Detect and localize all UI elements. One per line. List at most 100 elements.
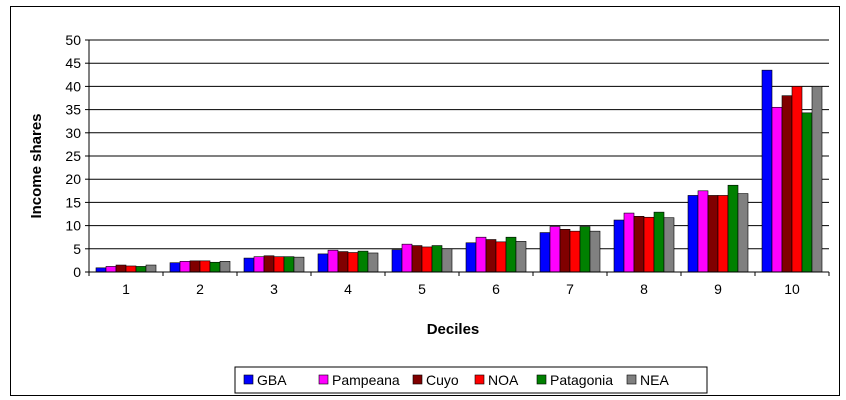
y-tick-label: 20 <box>65 171 81 187</box>
bar-patagonia-decile-2 <box>209 261 221 273</box>
bar-nea-decile-1 <box>145 264 157 273</box>
bar-cuyo-decile-10 <box>781 95 793 273</box>
bar-noa-decile-10 <box>791 86 803 273</box>
bar-cuyo-decile-3 <box>263 255 275 273</box>
bar-pampeana-decile-1 <box>105 266 117 273</box>
bar-patagonia-decile-8 <box>653 211 665 273</box>
bar-noa-decile-3 <box>273 256 285 273</box>
bar-pampeana-decile-9 <box>697 190 709 273</box>
bar-patagonia-decile-5 <box>431 245 443 273</box>
bar-patagonia-decile-3 <box>283 256 295 273</box>
y-tick-label: 45 <box>65 55 81 71</box>
x-tick-label: 7 <box>566 281 574 297</box>
y-tick-label: 30 <box>65 125 81 141</box>
bar-pampeana-decile-2 <box>179 261 191 273</box>
bar-pampeana-decile-6 <box>475 236 487 273</box>
bar-gba-decile-5 <box>391 249 403 273</box>
x-tick-label: 9 <box>714 281 722 297</box>
legend-label-patagonia: Patagonia <box>550 372 613 388</box>
bar-nea-decile-2 <box>219 261 231 273</box>
legend-swatch-cuyo <box>412 374 423 385</box>
bar-noa-decile-2 <box>199 260 211 273</box>
x-tick-label: 4 <box>344 281 352 297</box>
gridlines <box>89 39 829 250</box>
bar-noa-decile-1 <box>125 265 137 273</box>
bar-cuyo-decile-8 <box>633 216 645 273</box>
bars <box>95 69 823 273</box>
bar-noa-decile-8 <box>643 216 655 273</box>
bar-noa-decile-9 <box>717 195 729 273</box>
bar-patagonia-decile-9 <box>727 184 739 273</box>
bar-pampeana-decile-7 <box>549 226 561 273</box>
y-tick-labels: 0 5 10 15 20 25 30 35 40 45 50 <box>65 32 81 280</box>
bar-pampeana-decile-3 <box>253 256 265 273</box>
bar-nea-decile-5 <box>441 248 453 273</box>
bar-cuyo-decile-1 <box>115 264 127 273</box>
bar-gba-decile-3 <box>243 257 255 273</box>
legend-swatch-noa <box>474 374 485 385</box>
bar-gba-decile-2 <box>169 262 181 273</box>
y-tick-label: 50 <box>65 32 81 48</box>
bar-cuyo-decile-4 <box>337 251 349 273</box>
bar-nea-decile-9 <box>737 193 749 273</box>
y-tick-label: 25 <box>65 148 81 164</box>
bar-gba-decile-6 <box>465 242 477 273</box>
legend-label-cuyo: Cuyo <box>426 372 459 388</box>
legend-swatch-pampeana <box>318 374 329 385</box>
bar-cuyo-decile-9 <box>707 195 719 273</box>
bar-gba-decile-9 <box>687 195 699 273</box>
bar-patagonia-decile-10 <box>801 112 813 273</box>
bar-patagonia-decile-6 <box>505 236 517 273</box>
bar-pampeana-decile-8 <box>623 212 635 273</box>
bar-nea-decile-6 <box>515 241 527 273</box>
bar-patagonia-decile-1 <box>135 266 147 273</box>
bar-gba-decile-10 <box>761 69 773 273</box>
bar-cuyo-decile-6 <box>485 239 497 273</box>
bar-noa-decile-5 <box>421 246 433 273</box>
x-tick-label: 2 <box>196 281 204 297</box>
legend-label-gba: GBA <box>257 372 287 388</box>
legend: GBA Pampeana Cuyo NOA Patagonia NEA <box>234 366 708 394</box>
y-tick-label: 15 <box>65 194 81 210</box>
bar-nea-decile-3 <box>293 256 305 273</box>
bar-cuyo-decile-7 <box>559 229 571 273</box>
legend-label-pampeana: Pampeana <box>332 372 400 388</box>
axes <box>85 39 830 276</box>
bar-nea-decile-7 <box>589 230 601 273</box>
y-tick-label: 0 <box>73 264 81 280</box>
y-tick-label: 5 <box>73 241 81 257</box>
bar-nea-decile-8 <box>663 217 675 273</box>
bar-patagonia-decile-7 <box>579 226 591 273</box>
x-tick-label: 6 <box>492 281 500 297</box>
x-tick-label: 1 <box>122 281 130 297</box>
x-axis-label: Deciles <box>427 321 480 338</box>
bar-nea-decile-4 <box>367 252 379 273</box>
bar-gba-decile-7 <box>539 232 551 273</box>
bar-patagonia-decile-4 <box>357 250 369 273</box>
bar-gba-decile-1 <box>95 267 107 273</box>
bar-noa-decile-4 <box>347 252 359 273</box>
bar-noa-decile-6 <box>495 241 507 273</box>
bar-nea-decile-10 <box>811 86 823 273</box>
legend-swatch-gba <box>243 374 254 385</box>
bar-gba-decile-8 <box>613 219 625 273</box>
x-tick-label: 5 <box>418 281 426 297</box>
legend-label-noa: NOA <box>488 372 519 388</box>
x-tick-labels: 1 2 3 4 5 6 7 8 9 10 <box>122 281 800 297</box>
bar-cuyo-decile-5 <box>411 245 423 273</box>
bar-pampeana-decile-4 <box>327 249 339 273</box>
bar-cuyo-decile-2 <box>189 260 201 273</box>
x-tick-label: 3 <box>270 281 278 297</box>
bar-pampeana-decile-5 <box>401 243 413 273</box>
chart-frame: 0 5 10 15 20 25 30 35 40 45 50 1 2 3 4 5 6 7 8 9 10 Income … <box>10 6 840 396</box>
y-axis-label: Income shares <box>28 113 45 218</box>
y-tick-label: 10 <box>65 218 81 234</box>
bar-gba-decile-4 <box>317 253 329 273</box>
legend-label-nea: NEA <box>640 372 669 388</box>
x-tick-label: 8 <box>640 281 648 297</box>
legend-swatch-patagonia <box>536 374 547 385</box>
legend-swatch-nea <box>626 374 637 385</box>
bar-pampeana-decile-10 <box>771 106 783 273</box>
y-tick-label: 40 <box>65 78 81 94</box>
